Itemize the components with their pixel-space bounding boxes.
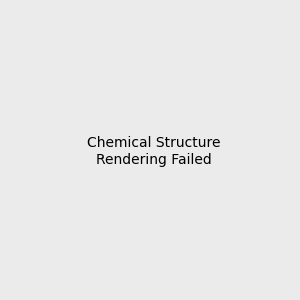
- Text: Chemical Structure
Rendering Failed: Chemical Structure Rendering Failed: [87, 136, 220, 166]
